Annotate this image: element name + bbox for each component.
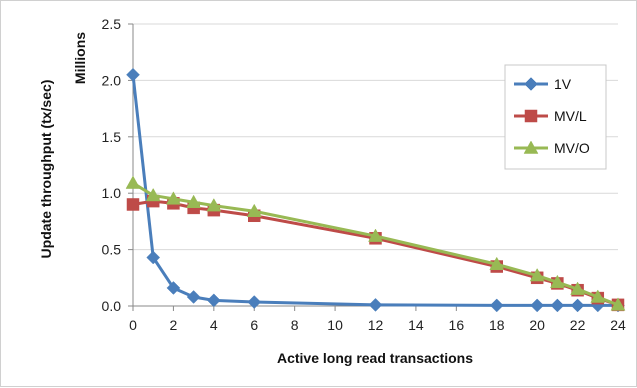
- data-point-mv-o: [610, 297, 626, 311]
- data-point-1v: [550, 298, 565, 313]
- legend: 1V MV/L MV/O: [504, 64, 607, 170]
- data-point-1v: [146, 250, 161, 265]
- data-point-1v: [186, 290, 201, 304]
- data-point-1v: [530, 298, 545, 313]
- y-tick-label: 0.0: [102, 298, 122, 314]
- data-point-mv-o: [489, 256, 505, 271]
- data-point-1v: [247, 295, 262, 309]
- x-tick-label: 4: [210, 317, 218, 333]
- x-tick-label: 20: [529, 317, 545, 333]
- data-point-mv-o: [529, 268, 545, 282]
- y-axis-title: Update throughput (tx/sec): [38, 80, 54, 259]
- y-tick-label: 2.0: [102, 72, 122, 88]
- data-point-mv-o: [165, 191, 181, 205]
- legend-item-mv-o: MV/O: [514, 140, 590, 156]
- x-axis-title: Active long read transactions: [277, 350, 473, 366]
- legend-swatch-marker: [524, 77, 538, 91]
- y-tick-label: 1.5: [102, 129, 122, 145]
- data-point-mv-o: [145, 187, 161, 202]
- data-point-mv-o: [590, 289, 606, 303]
- x-tick-label: 12: [368, 317, 384, 333]
- y-unit-label: Millions: [72, 32, 88, 84]
- data-point-mv-l: [126, 198, 140, 211]
- x-tick-label: 22: [570, 317, 586, 333]
- legend-label: 1V: [554, 76, 572, 92]
- x-tick-label: 8: [291, 317, 299, 333]
- y-tick-label: 1.0: [102, 185, 122, 201]
- data-point-mv-o: [206, 198, 222, 212]
- x-tick-label: 18: [489, 317, 505, 333]
- y-tick-label: 2.5: [102, 16, 122, 32]
- x-tick-label: 14: [408, 317, 424, 333]
- data-point-1v: [126, 67, 140, 82]
- x-tick-label: 10: [327, 317, 343, 333]
- data-point-mv-o: [570, 281, 586, 295]
- x-tick-labels: 0 2 4 6 8 10 12 14 16 18 20 22 24: [129, 317, 626, 333]
- legend-swatch-marker: [524, 109, 538, 123]
- data-point-mv-o: [246, 203, 262, 217]
- data-point-mv-o: [549, 274, 565, 289]
- data-point-1v: [206, 293, 221, 308]
- y-tick-labels: 0.0 0.5 1.0 1.5 2.0 2.5: [102, 16, 122, 314]
- series-mv-l: [126, 194, 625, 312]
- x-tick-label: 0: [129, 317, 137, 333]
- data-point-mv-o: [368, 228, 383, 242]
- data-point-1v: [368, 298, 383, 312]
- x-tick-label: 24: [610, 317, 626, 333]
- data-point-mv-o: [125, 175, 141, 189]
- data-point-1v: [489, 298, 504, 313]
- legend-label: MV/L: [554, 108, 587, 124]
- x-tick-label: 16: [449, 317, 465, 333]
- data-point-1v: [570, 298, 585, 313]
- legend-item-1v: 1V: [514, 76, 572, 92]
- legend-swatch-marker: [523, 140, 539, 154]
- x-tick-label: 2: [170, 317, 178, 333]
- x-tick-label: 6: [250, 317, 258, 333]
- legend-item-mv-l: MV/L: [514, 108, 587, 124]
- series-mv-o: [125, 175, 626, 311]
- legend-label: MV/O: [554, 140, 590, 156]
- data-point-1v: [166, 281, 181, 295]
- y-tick-label: 0.5: [102, 242, 122, 258]
- series-layer: [125, 67, 626, 313]
- data-point-mv-o: [186, 194, 202, 208]
- series-line-mv-l: [132, 199, 619, 307]
